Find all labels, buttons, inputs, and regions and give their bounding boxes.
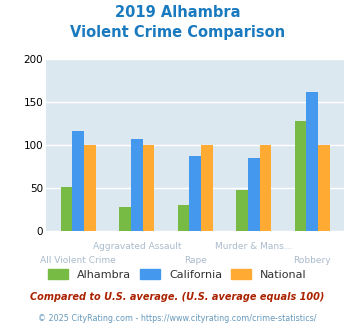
Text: All Violent Crime: All Violent Crime	[40, 256, 116, 265]
Text: © 2025 CityRating.com - https://www.cityrating.com/crime-statistics/: © 2025 CityRating.com - https://www.city…	[38, 314, 317, 323]
Bar	[201, 145, 213, 231]
Bar	[236, 190, 248, 231]
Legend: Alhambra, California, National: Alhambra, California, National	[44, 265, 311, 284]
Bar	[131, 139, 143, 231]
Bar	[178, 205, 190, 231]
Text: Murder & Mans...: Murder & Mans...	[215, 242, 293, 251]
Text: Compared to U.S. average. (U.S. average equals 100): Compared to U.S. average. (U.S. average …	[30, 292, 325, 302]
Bar	[84, 145, 96, 231]
Text: Violent Crime Comparison: Violent Crime Comparison	[70, 25, 285, 40]
Text: 2019 Alhambra: 2019 Alhambra	[115, 5, 240, 20]
Bar	[72, 131, 84, 231]
Text: Rape: Rape	[184, 256, 207, 265]
Bar	[190, 156, 201, 231]
Bar	[306, 92, 318, 231]
Text: Robbery: Robbery	[293, 256, 331, 265]
Bar	[143, 145, 154, 231]
Bar	[295, 121, 306, 231]
Text: Aggravated Assault: Aggravated Assault	[93, 242, 181, 251]
Bar	[318, 145, 330, 231]
Bar	[61, 187, 72, 231]
Bar	[248, 158, 260, 231]
Bar	[260, 145, 271, 231]
Bar	[119, 207, 131, 231]
